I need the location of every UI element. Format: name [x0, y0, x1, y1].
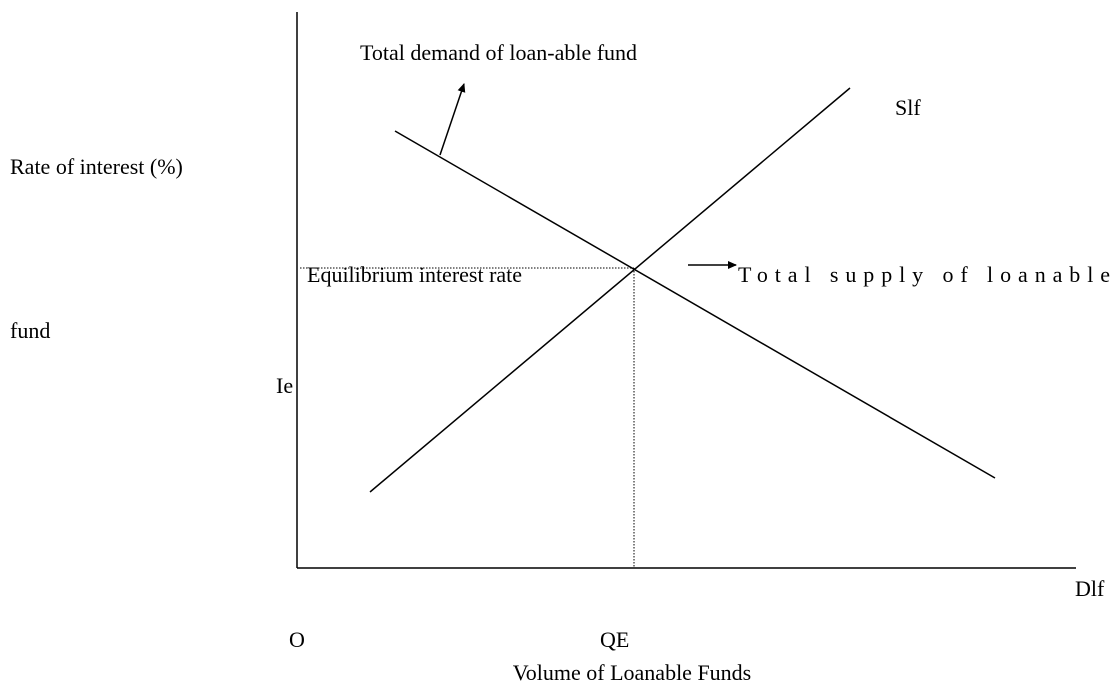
supply-label-continued: fund: [10, 318, 50, 343]
demand-pointer-arrow: [439, 83, 466, 156]
supply-label: Total supply of loanable: [738, 262, 1110, 287]
demand-label: Total demand of loan-able fund: [360, 40, 637, 65]
x-axis-label: Volume of Loanable Funds: [513, 660, 752, 685]
origin-label: O: [289, 627, 305, 652]
demand-curve-label: Dlf: [1075, 576, 1105, 601]
supply-curve: [369, 87, 851, 493]
demand-curve: [394, 130, 996, 479]
equilibrium-rate-label: Ie: [276, 373, 293, 398]
supply-curve-label: Slf: [895, 95, 921, 120]
y-axis-label: Rate of interest (%): [10, 154, 183, 179]
equilibrium-label: Equilibrium interest rate: [307, 262, 522, 287]
equilibrium-quantity-label: QE: [600, 627, 629, 652]
